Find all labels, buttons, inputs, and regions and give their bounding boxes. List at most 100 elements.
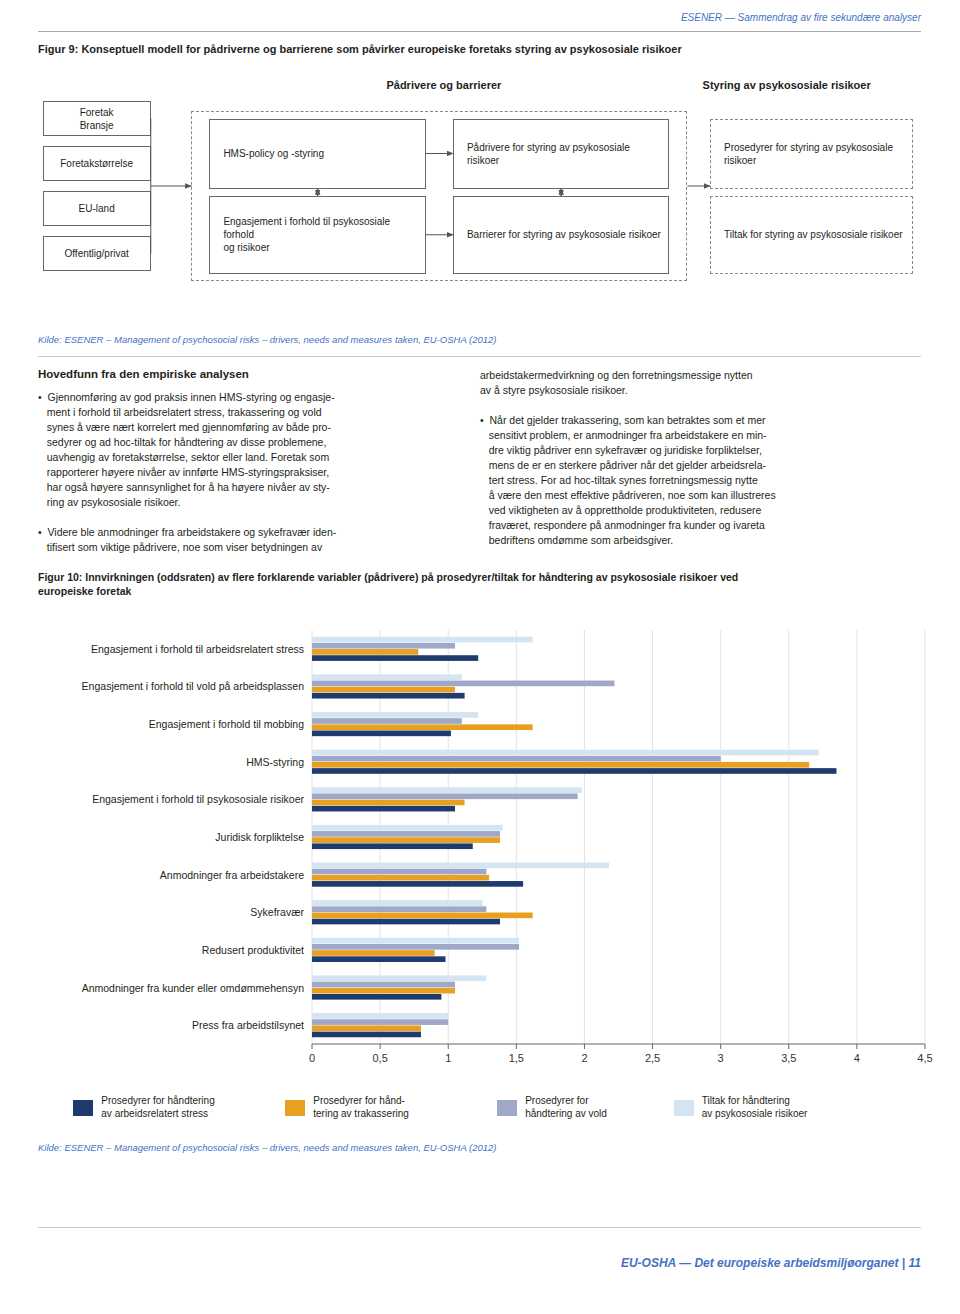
diagram-inner-box: Barrierer for styring av psykososiale ri… [453, 196, 669, 274]
bar [312, 681, 614, 687]
legend-swatch [497, 1100, 517, 1116]
tick-label: 1 [445, 1052, 451, 1064]
diagram-line [150, 119, 151, 254]
bar [312, 718, 462, 724]
bar [312, 655, 478, 661]
separator-line [38, 1227, 921, 1228]
diagram-arrow [426, 234, 453, 235]
bar [312, 988, 455, 994]
diagram-box-text: Foretak Bransje [80, 106, 114, 132]
category-label: Engasjement i forhold til arbeidsrelater… [91, 643, 304, 655]
legend-label: Prosedyrer for håndtering av arbeidsrela… [101, 1094, 281, 1120]
diagram-box-text: Pådrivere for styring av psykososiale ri… [467, 141, 662, 167]
diagram-arrow [561, 189, 562, 197]
bar [312, 800, 465, 806]
bar [312, 750, 819, 756]
diagram-inner-box: Engasjement i forhold til psykososiale f… [209, 196, 425, 274]
tick-mark [788, 1044, 789, 1049]
diagram-section-title: Pådrivere og barrierer [294, 79, 594, 91]
x-axis: 00,511,522,533,544,5 [309, 1044, 933, 1064]
bar [312, 950, 435, 956]
bar [312, 756, 721, 762]
tick-mark [448, 1044, 449, 1049]
bar [312, 994, 441, 1000]
grid-line [856, 630, 857, 1044]
bar [312, 806, 455, 812]
bar [312, 787, 582, 793]
bar [312, 900, 482, 906]
tick-mark [516, 1044, 517, 1049]
category-label: Redusert produktivitet [202, 944, 304, 956]
x-axis-line [312, 1044, 925, 1045]
bar [312, 712, 478, 718]
diagram-section-title: Styring av psykososiale risikoer [637, 79, 937, 91]
category-label: Engasjement i forhold til psykososiale r… [92, 793, 304, 805]
bar-chart: 00,511,522,533,544,5Engasjement i forhol… [0, 624, 960, 1084]
chart-title: Figur 10: Innvirkningen (oddsraten) av f… [38, 570, 921, 598]
grid [312, 630, 925, 1044]
diagram-connectors [29, 76, 931, 326]
grid-line [925, 630, 926, 1044]
diagram-box-text: Offentlig/privat [64, 247, 128, 260]
bar [312, 687, 455, 693]
category-label: Juridisk forpliktelse [215, 831, 304, 843]
grid-line [584, 630, 585, 1044]
diagram-right-box: Prosedyrer for styring av psykososiale r… [710, 119, 913, 189]
tick-label: 1,5 [509, 1052, 524, 1064]
category-label: Sykefravær [250, 906, 304, 918]
header-text: ESENER — Sammendrag av fire sekundære an… [38, 12, 921, 23]
tick-label: 2 [581, 1052, 587, 1064]
tick-label: 2,5 [645, 1052, 660, 1064]
tick-mark [584, 1044, 585, 1049]
bar [312, 863, 609, 869]
bar [312, 869, 486, 875]
category-label: HMS-styring [246, 756, 304, 768]
bar [312, 825, 503, 831]
bar [312, 768, 836, 774]
bar [312, 956, 445, 962]
category-labels: Engasjement i forhold til arbeidsrelater… [82, 643, 305, 1031]
bar [312, 731, 451, 737]
tick-label: 4,5 [917, 1052, 932, 1064]
bar [312, 919, 500, 925]
tick-mark [380, 1044, 381, 1049]
diagram-arrow [317, 189, 318, 197]
bar [312, 693, 465, 699]
source-note: Kilde: ESENER – Management of psychosoci… [38, 334, 921, 345]
bar [312, 881, 523, 887]
bar [312, 843, 473, 849]
section-heading: Hovedfunn fra den empiriske analysen [38, 368, 468, 380]
diagram-arrow [151, 186, 192, 187]
grid-line [516, 630, 517, 1044]
diagram-box-text: HMS-policy og -styring [223, 147, 324, 160]
header-line [38, 31, 921, 32]
bar [312, 649, 418, 655]
legend-swatch [73, 1100, 93, 1116]
diagram-left-box: Offentlig/privat [43, 236, 151, 271]
legend-swatch [285, 1100, 305, 1116]
diagram-box-text: Prosedyrer for styring av psykososiale r… [724, 141, 906, 167]
tick-label: 3,5 [781, 1052, 796, 1064]
grid-line [652, 630, 653, 1044]
figure-9-title: Figur 9: Konseptuell modell for pådriver… [38, 42, 921, 56]
grid-line [788, 630, 789, 1044]
legend-label: Prosedyrer for hånd- tering av trakasser… [313, 1094, 493, 1120]
bar [312, 982, 455, 988]
legend-swatch [674, 1100, 694, 1116]
tick-mark [652, 1044, 653, 1049]
bar [312, 1013, 448, 1019]
legend-label: Tiltak for håndtering av psykososiale ri… [702, 1094, 882, 1120]
bars [312, 637, 836, 1038]
bar [312, 1019, 448, 1025]
category-label: Anmodninger fra arbeidstakere [160, 869, 304, 881]
tick-mark [312, 1044, 313, 1049]
diagram-box-text: Foretakstørrelse [60, 157, 133, 170]
bar [312, 913, 533, 919]
tick-label: 0,5 [372, 1052, 387, 1064]
bar [312, 637, 533, 643]
body-text: • Gjennomføring av god praksis innen HMS… [38, 390, 468, 555]
page: ESENER — Sammendrag av fire sekundære an… [0, 0, 960, 1314]
legend: Prosedyrer for håndtering av arbeidsrela… [38, 1092, 921, 1126]
footer-text: EU-OSHA — Det europeiske arbeidsmiljøorg… [38, 1256, 921, 1270]
category-label: Engasjement i forhold til mobbing [149, 718, 304, 730]
